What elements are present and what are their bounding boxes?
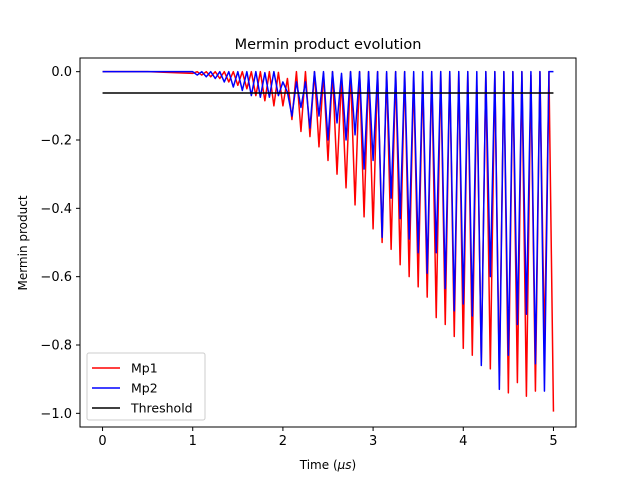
legend-label-mp1: Mp1: [131, 361, 158, 376]
legend-box: [86, 352, 206, 421]
x-axis-ticks: 0 1 2 3 4 5: [98, 427, 558, 449]
legend: Mp1 Mp2 Threshold: [86, 352, 206, 421]
x-tick-label: 5: [549, 434, 557, 449]
legend-label-threshold: Threshold: [130, 401, 193, 416]
y-axis-ticks: 0.0 −0.2 −0.4 −0.6 −0.8 −1.0: [40, 65, 80, 422]
plot-lines: [102, 70, 555, 412]
y-tick-label: −0.8: [40, 339, 72, 354]
x-tick-label: 0: [98, 434, 106, 449]
x-axis-label: Time (μs): [299, 458, 356, 472]
chart-title: Mermin product evolution: [235, 37, 422, 53]
legend-label-mp2: Mp2: [131, 381, 158, 396]
y-tick-label: 0.0: [51, 65, 72, 80]
series-line-mp2: [102, 70, 554, 392]
x-axis-label-suffix: ): [352, 458, 357, 472]
y-tick-label: −0.6: [40, 270, 72, 285]
y-tick-label: −0.4: [40, 202, 72, 217]
x-axis-label-prefix: Time (: [299, 458, 338, 472]
y-tick-label: −1.0: [40, 407, 72, 422]
y-tick-label: −0.2: [40, 134, 72, 149]
x-tick-label: 2: [279, 434, 287, 449]
x-axis-label-unit: μs: [337, 458, 352, 472]
y-axis-label: Mermin product: [16, 195, 30, 290]
x-tick-label: 4: [459, 434, 467, 449]
x-tick-label: 3: [369, 434, 377, 449]
plot-frame: [79, 57, 577, 428]
x-tick-label: 1: [189, 434, 197, 449]
